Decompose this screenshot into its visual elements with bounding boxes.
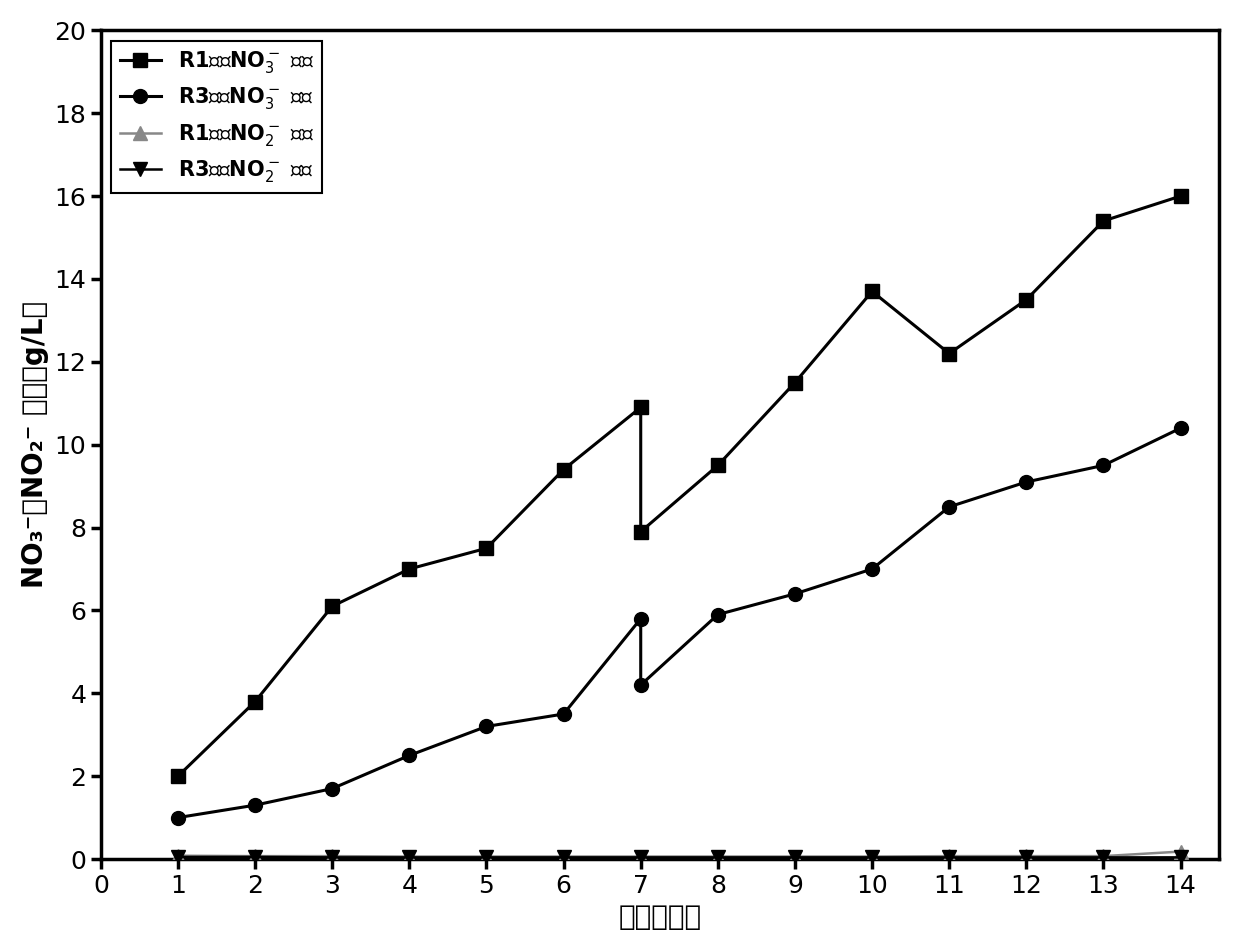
Legend: R1中的NO$_3^-$ 浓度, R3中的NO$_3^-$ 浓度, R1中的NO$_2^-$ 浓度, R3中的NO$_2^-$ 浓度: R1中的NO$_3^-$ 浓度, R3中的NO$_3^-$ 浓度, R1中的NO… xyxy=(112,41,322,192)
X-axis label: 时间（天）: 时间（天） xyxy=(619,903,702,931)
Y-axis label: NO₃⁻和NO₂⁻ 浓度（g/L）: NO₃⁻和NO₂⁻ 浓度（g/L） xyxy=(21,301,48,588)
